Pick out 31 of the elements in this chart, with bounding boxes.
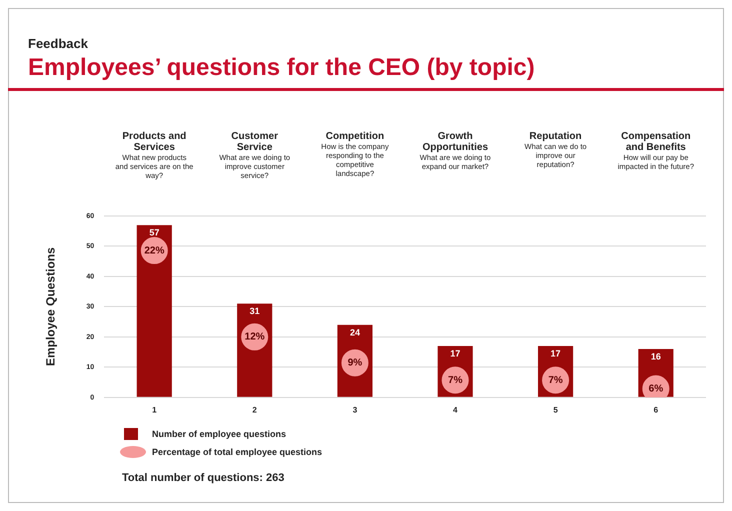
text: Compensation and Benefits (621, 130, 691, 153)
data-label: 17 (450, 348, 460, 358)
bar (136, 225, 172, 397)
data-label: 24 (350, 327, 360, 338)
x-tick-label: 6 (654, 405, 659, 414)
x-tick-label: 1 (152, 405, 158, 414)
data-label: 16 (650, 352, 661, 362)
text: Total number of questions: 263 (122, 472, 284, 484)
legend-label: Number of employee questions (152, 429, 286, 439)
text: Reputation (529, 130, 582, 142)
x-tick-label: 5 (553, 405, 558, 414)
data-label: 7% (448, 374, 463, 386)
legend-label: Percentage of total employee questions (152, 447, 322, 457)
data-label: 31 (250, 306, 260, 316)
data-label: 9% (348, 358, 362, 369)
data-label: 57 (149, 228, 160, 238)
x-tick-label: 4 (453, 405, 458, 414)
y-axis-title: Employee Questions (44, 247, 58, 366)
x-tick-label: 3 (352, 405, 358, 414)
data-label: 12% (244, 332, 265, 343)
text: Competition (326, 130, 384, 142)
chart-title: Employees’ questions for the CEO (by topic) (28, 54, 535, 82)
data-label: 6% (648, 384, 664, 395)
text: Products and Services (122, 130, 186, 153)
data-label: 17 (550, 348, 561, 358)
text: Customer Service (231, 130, 278, 153)
text: Growth Opportunities (422, 130, 488, 153)
x-tick-label: 2 (252, 405, 258, 414)
data-label: 22% (144, 245, 164, 256)
chart-subtitle: Feedback (28, 36, 88, 51)
data-label: 7% (548, 374, 563, 386)
